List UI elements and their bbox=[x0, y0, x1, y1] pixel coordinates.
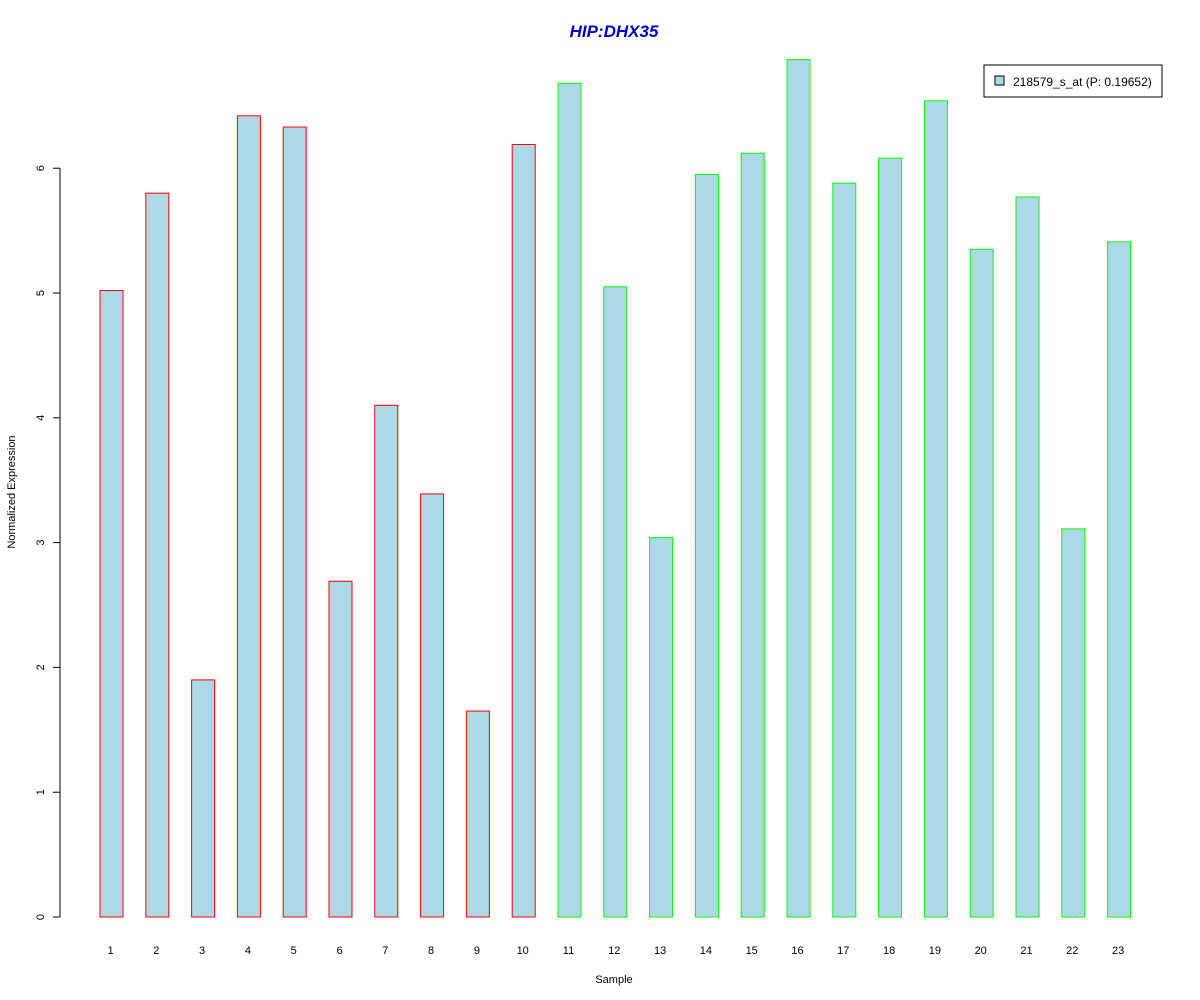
bar bbox=[878, 157, 903, 918]
bar bbox=[465, 710, 490, 918]
bar bbox=[328, 580, 353, 918]
y-tick-label: 2 bbox=[35, 664, 47, 670]
y-tick-label: 1 bbox=[35, 789, 47, 795]
x-tick-label: 4 bbox=[245, 945, 251, 957]
y-tick-label: 6 bbox=[35, 165, 47, 171]
x-tick-label: 5 bbox=[291, 945, 297, 957]
y-tick-label: 0 bbox=[35, 914, 47, 920]
bars bbox=[99, 59, 1132, 918]
x-tick-label: 11 bbox=[563, 945, 574, 957]
bar bbox=[557, 82, 582, 918]
bar bbox=[420, 493, 445, 918]
bar bbox=[1107, 241, 1132, 918]
x-tick-label: 9 bbox=[474, 945, 480, 957]
x-tick-label: 15 bbox=[746, 945, 758, 957]
bar bbox=[511, 143, 536, 918]
y-tick-label: 3 bbox=[35, 540, 47, 546]
x-tick-label: 16 bbox=[791, 945, 803, 957]
x-tick-label: 7 bbox=[382, 945, 388, 957]
x-tick-label: 14 bbox=[700, 945, 712, 957]
x-tick-label: 10 bbox=[517, 945, 529, 957]
x-tick-label: 17 bbox=[837, 945, 849, 957]
x-tick-label: 1 bbox=[107, 945, 113, 957]
x-tick-label: 12 bbox=[608, 945, 620, 957]
bar bbox=[1015, 196, 1040, 918]
x-tick-labels: 1 2 3 4 5 6 7 8 9 10 11 12 13 14 15 16 17 18 19 20 21 22 23 bbox=[107, 945, 1124, 957]
bar bbox=[145, 192, 170, 918]
x-tick-label: 2 bbox=[153, 945, 159, 957]
legend-box bbox=[983, 64, 1163, 98]
chart-title: HIP:DHX35 bbox=[570, 22, 659, 41]
bar bbox=[969, 248, 994, 918]
legend-swatch bbox=[994, 75, 1005, 86]
bar bbox=[236, 115, 261, 918]
x-tick-label: 3 bbox=[199, 945, 205, 957]
x-tick-label: 13 bbox=[654, 945, 666, 957]
bar bbox=[374, 404, 399, 918]
bar bbox=[649, 537, 674, 918]
x-tick-label: 21 bbox=[1020, 945, 1032, 957]
bar bbox=[740, 152, 765, 918]
bar bbox=[282, 126, 307, 918]
y-axis: 0 1 2 3 4 5 6 bbox=[35, 165, 61, 920]
x-tick-label: 18 bbox=[883, 945, 895, 957]
y-tick-label: 4 bbox=[35, 415, 47, 421]
y-tick-label: 5 bbox=[35, 290, 47, 296]
x-tick-label: 19 bbox=[929, 945, 941, 957]
bar bbox=[923, 100, 948, 918]
legend-entry: 218579_s_at (P: 0.19652) bbox=[1013, 75, 1152, 89]
y-axis-label: Normalized Expression bbox=[6, 435, 18, 548]
x-tick-label: 20 bbox=[975, 945, 987, 957]
bar bbox=[1061, 528, 1086, 918]
bar bbox=[99, 290, 124, 918]
x-axis-label: Sample bbox=[595, 974, 632, 986]
bar bbox=[694, 173, 719, 918]
legend: 218579_s_at (P: 0.19652) bbox=[983, 64, 1163, 98]
x-tick-label: 23 bbox=[1112, 945, 1124, 957]
bar bbox=[191, 679, 216, 918]
bar bbox=[832, 182, 857, 918]
x-tick-label: 6 bbox=[336, 945, 342, 957]
x-tick-label: 22 bbox=[1066, 945, 1078, 957]
x-tick-label: 8 bbox=[428, 945, 434, 957]
bar bbox=[603, 286, 628, 918]
bar bbox=[786, 59, 811, 918]
